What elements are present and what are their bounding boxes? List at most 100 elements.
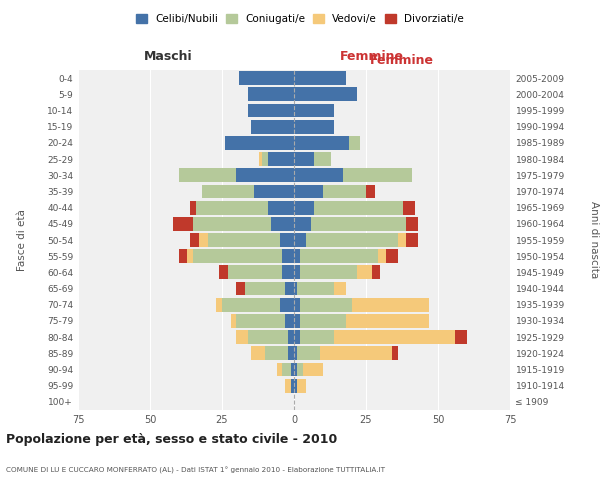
Bar — [294, 330, 300, 344]
Bar — [352, 298, 430, 312]
Bar — [187, 250, 193, 263]
Bar — [294, 362, 297, 376]
Bar — [236, 168, 294, 182]
Bar — [222, 298, 280, 312]
Bar — [294, 120, 334, 134]
Bar — [251, 120, 294, 134]
Bar — [406, 233, 418, 247]
Bar — [294, 379, 297, 392]
Bar — [294, 168, 343, 182]
Text: Popolazione per età, sesso e stato civile - 2010: Popolazione per età, sesso e stato civil… — [6, 432, 337, 446]
Bar — [173, 217, 193, 230]
Bar — [297, 362, 302, 376]
Bar — [268, 200, 294, 214]
Bar — [236, 330, 248, 344]
Bar — [283, 266, 294, 280]
Bar — [199, 233, 208, 247]
Bar — [300, 298, 352, 312]
Bar — [346, 314, 430, 328]
Bar — [294, 71, 346, 85]
Bar — [179, 168, 236, 182]
Bar — [196, 200, 268, 214]
Bar — [277, 362, 283, 376]
Bar — [294, 266, 300, 280]
Bar — [294, 88, 358, 101]
Bar — [230, 314, 236, 328]
Bar — [300, 250, 377, 263]
Bar — [406, 217, 418, 230]
Bar — [297, 379, 305, 392]
Bar — [349, 136, 360, 149]
Bar — [334, 330, 455, 344]
Bar — [294, 346, 297, 360]
Bar — [294, 250, 300, 263]
Bar — [268, 152, 294, 166]
Bar — [202, 184, 254, 198]
Bar — [245, 282, 286, 296]
Bar — [179, 250, 187, 263]
Bar — [219, 266, 228, 280]
Bar — [343, 168, 412, 182]
Bar — [294, 282, 297, 296]
Bar — [297, 346, 320, 360]
Bar — [190, 200, 196, 214]
Bar — [302, 362, 323, 376]
Bar — [323, 184, 366, 198]
Bar — [294, 136, 349, 149]
Bar — [291, 362, 294, 376]
Bar — [294, 184, 323, 198]
Text: COMUNE DI LU E CUCCARO MONFERRATO (AL) - Dati ISTAT 1° gennaio 2010 - Elaborazio: COMUNE DI LU E CUCCARO MONFERRATO (AL) -… — [6, 467, 385, 474]
Bar — [248, 88, 294, 101]
Bar — [259, 152, 262, 166]
Bar — [190, 233, 199, 247]
Bar — [286, 282, 294, 296]
Bar — [358, 266, 372, 280]
Bar — [280, 298, 294, 312]
Bar — [283, 362, 291, 376]
Bar — [305, 233, 398, 247]
Legend: Celibi/Nubili, Coniugati/e, Vedovi/e, Divorziati/e: Celibi/Nubili, Coniugati/e, Vedovi/e, Di… — [132, 10, 468, 29]
Bar — [280, 233, 294, 247]
Bar — [386, 250, 398, 263]
Bar — [193, 217, 271, 230]
Bar — [216, 298, 222, 312]
Bar — [236, 314, 286, 328]
Text: Fasce di età: Fasce di età — [17, 209, 27, 271]
Bar — [251, 346, 265, 360]
Text: Anni di nascita: Anni di nascita — [589, 202, 599, 278]
Bar — [286, 314, 294, 328]
Bar — [320, 346, 392, 360]
Bar — [193, 250, 283, 263]
Bar — [236, 282, 245, 296]
Bar — [300, 330, 334, 344]
Bar — [283, 250, 294, 263]
Bar — [294, 298, 300, 312]
Bar — [291, 379, 294, 392]
Bar — [314, 152, 331, 166]
Text: Maschi: Maschi — [143, 50, 193, 62]
Bar — [248, 104, 294, 118]
Bar — [294, 314, 300, 328]
Bar — [228, 266, 283, 280]
Bar — [372, 266, 380, 280]
Bar — [455, 330, 467, 344]
Bar — [262, 152, 268, 166]
Bar — [288, 346, 294, 360]
Bar — [225, 136, 294, 149]
Bar — [208, 233, 280, 247]
Text: Femmine: Femmine — [370, 54, 434, 66]
Bar — [311, 217, 406, 230]
Bar — [294, 200, 314, 214]
Bar — [294, 152, 314, 166]
Bar — [398, 233, 406, 247]
Bar — [294, 217, 311, 230]
Bar — [248, 330, 288, 344]
Bar — [288, 330, 294, 344]
Bar — [300, 266, 358, 280]
Bar — [366, 184, 374, 198]
Bar — [265, 346, 288, 360]
Bar — [314, 200, 403, 214]
Bar — [239, 71, 294, 85]
Bar — [254, 184, 294, 198]
Bar — [403, 200, 415, 214]
